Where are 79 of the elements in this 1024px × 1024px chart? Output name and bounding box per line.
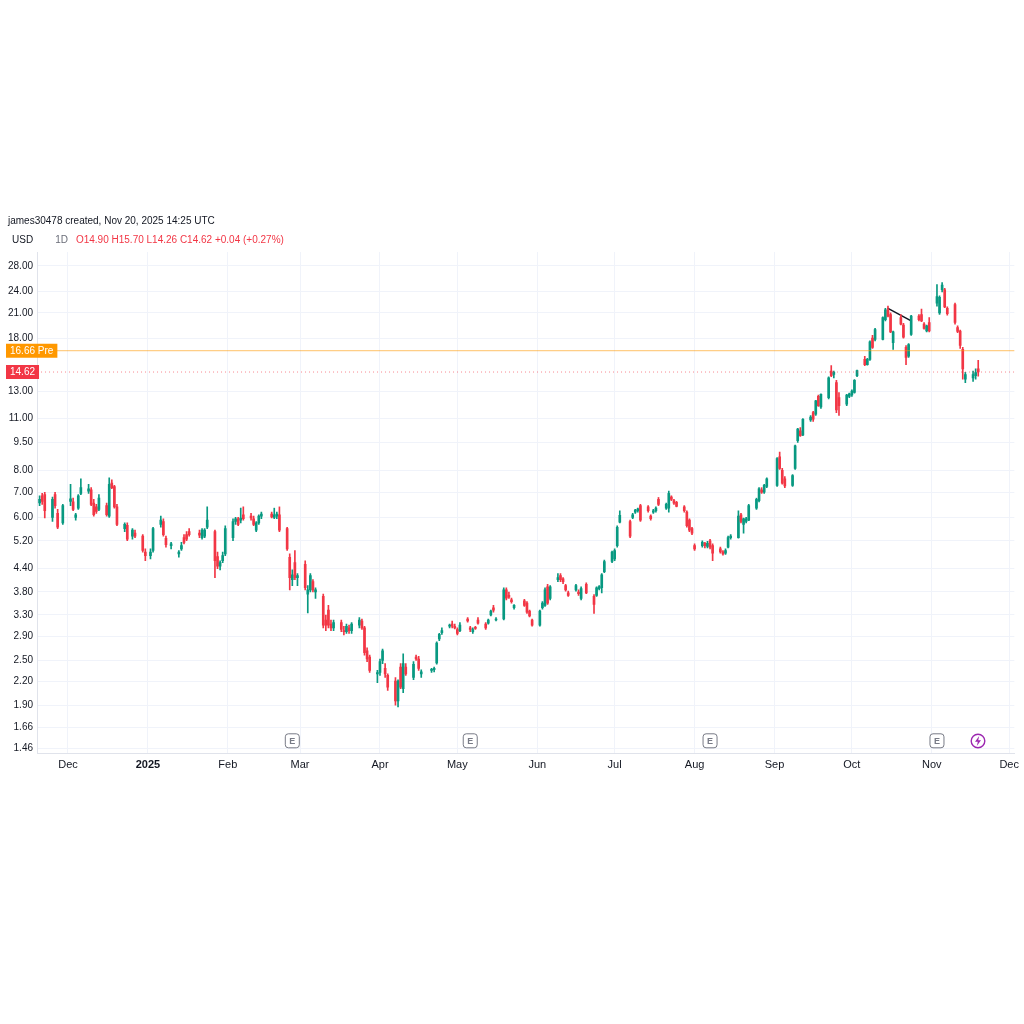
x-tick-label: Mar bbox=[290, 758, 310, 771]
y-tick-label: 11.00 bbox=[8, 412, 34, 424]
annotation: E bbox=[467, 735, 474, 746]
candlestick bbox=[399, 663, 402, 690]
y-tick-label: 6.00 bbox=[13, 511, 34, 523]
candlestick bbox=[809, 415, 812, 422]
candlestick bbox=[577, 589, 580, 596]
candlestick bbox=[760, 487, 763, 494]
x-tick-label: Aug bbox=[684, 758, 705, 771]
candlestick bbox=[827, 376, 830, 400]
candlestick bbox=[87, 483, 90, 494]
x-tick-label: Jul bbox=[607, 758, 622, 771]
y-tick-label: 18.00 bbox=[7, 331, 34, 343]
candlestick bbox=[631, 513, 635, 520]
y-tick-label: 2.50 bbox=[13, 654, 34, 666]
y-tick-label: 7.00 bbox=[13, 486, 34, 497]
candlestick bbox=[270, 511, 274, 519]
y-tick-label: 1.90 bbox=[13, 698, 34, 710]
y-tick-label: 21.00 bbox=[7, 306, 34, 318]
candlestick bbox=[964, 371, 967, 383]
candlestick bbox=[185, 531, 188, 542]
annotation: E bbox=[707, 735, 714, 746]
x-tick-label: Sep bbox=[764, 758, 785, 771]
annotation: E bbox=[289, 735, 296, 746]
chart-title: 1D bbox=[55, 234, 68, 245]
y-tick-label: 5.20 bbox=[13, 534, 34, 546]
y-tick-label: 4.40 bbox=[13, 561, 34, 573]
candlestick bbox=[296, 573, 299, 586]
y-tick-label: 9.50 bbox=[13, 436, 34, 448]
x-tick-label: 2025 bbox=[135, 758, 161, 771]
candlestick bbox=[907, 343, 910, 358]
x-tick-label: Dec bbox=[58, 758, 79, 771]
y-tick-label: 1.46 bbox=[13, 741, 34, 753]
chart-subtitle: O14.90 H15.70 L14.26 C14.62 +0.04 (+0.27%) bbox=[75, 234, 284, 245]
y-axis-title: USD bbox=[12, 234, 34, 245]
y-tick-label: 13.00 bbox=[7, 384, 34, 396]
candlestick bbox=[791, 474, 794, 487]
annotation: E bbox=[933, 735, 940, 746]
candlestick bbox=[711, 543, 714, 562]
x-tick-label: Oct bbox=[843, 758, 861, 771]
y-tick-label: 28.00 bbox=[7, 259, 34, 271]
candlestick bbox=[95, 504, 98, 514]
candlestick bbox=[448, 623, 451, 629]
candlestick bbox=[456, 627, 459, 636]
candlestick bbox=[105, 502, 108, 517]
candlestick bbox=[603, 559, 606, 573]
candlestick bbox=[492, 605, 495, 613]
candlestick bbox=[56, 509, 59, 529]
x-tick-label: Dec bbox=[999, 758, 1020, 771]
candlestick bbox=[651, 509, 655, 514]
candlestick bbox=[657, 497, 660, 506]
candlestick bbox=[564, 584, 567, 592]
candlestick bbox=[290, 569, 294, 586]
x-tick-label: Jun bbox=[528, 758, 547, 771]
candlestick bbox=[693, 543, 696, 551]
x-tick-label: Apr bbox=[371, 758, 389, 771]
candlestick bbox=[976, 360, 980, 377]
candlestick bbox=[162, 518, 165, 537]
y-tick-label: 8.00 bbox=[13, 464, 34, 476]
ref-line-label: 14.62 bbox=[10, 366, 36, 378]
y-tick-label: 2.20 bbox=[13, 674, 34, 686]
candlestick bbox=[474, 625, 477, 630]
text: james30478 created, Nov 20, 2025 14:25 UTC bbox=[8, 215, 215, 227]
candlestick bbox=[835, 379, 838, 413]
ref-line-label: 16.66 Pre bbox=[10, 344, 54, 356]
x-tick-label: Feb bbox=[218, 758, 238, 771]
x-tick-label: May bbox=[446, 758, 469, 771]
y-tick-label: 24.00 bbox=[7, 284, 34, 296]
candlestick bbox=[853, 379, 856, 394]
candlestick bbox=[51, 496, 54, 522]
candlestick bbox=[412, 661, 415, 681]
x-tick-label: Nov bbox=[922, 758, 943, 771]
y-tick-label: 3.30 bbox=[13, 608, 34, 620]
y-tick-label: 3.80 bbox=[13, 585, 34, 597]
y-tick-label: 2.90 bbox=[13, 629, 34, 641]
y-tick-label: 1.66 bbox=[13, 720, 34, 732]
candlestick bbox=[871, 335, 874, 349]
candlestick bbox=[69, 483, 72, 506]
candlestick bbox=[670, 495, 673, 501]
